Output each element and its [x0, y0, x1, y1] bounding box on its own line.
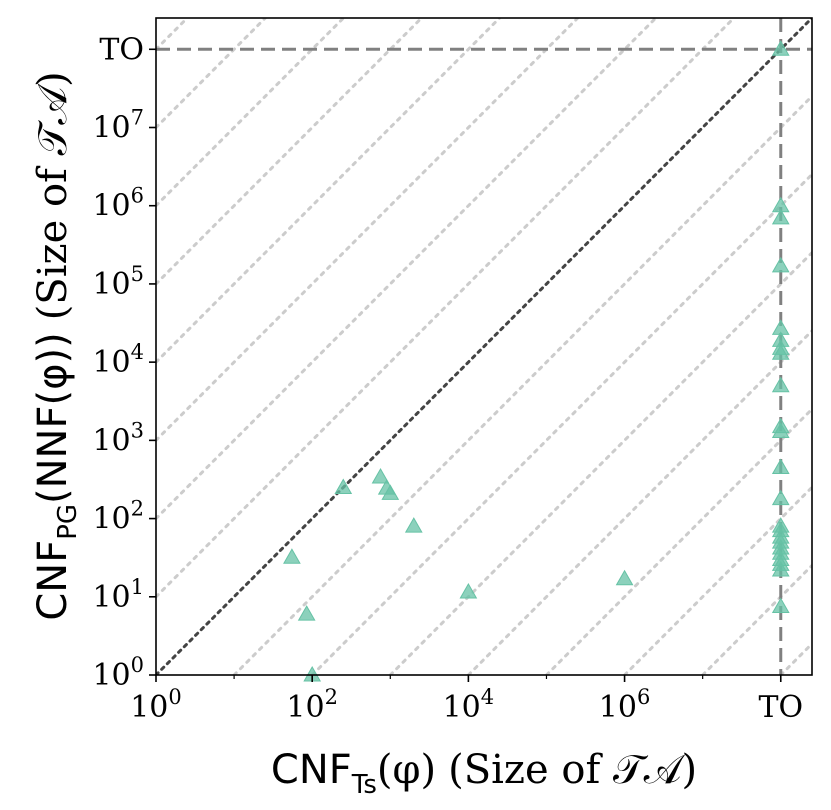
data-point-triangle	[771, 376, 790, 393]
x-axis-title-arg: (φ)	[377, 747, 436, 793]
data-point-triangle	[771, 560, 790, 577]
y-axis-title-main: CNF	[30, 540, 76, 621]
reference-diagonal	[466, 329, 812, 675]
tick-base: 10	[92, 658, 130, 693]
y-tick-label: TO	[99, 32, 144, 67]
tick-exponent: 2	[325, 685, 338, 709]
tick-exponent: 6	[131, 184, 144, 208]
tick-base: 10	[92, 345, 130, 380]
tick-exponent: 0	[168, 685, 181, 709]
x-tick-label: TO	[758, 690, 803, 725]
data-point-triangle	[771, 458, 790, 474]
y-axis-title-arg: (NNF(φ))	[30, 332, 76, 504]
tick-base: 10	[92, 423, 130, 458]
data-point-triangle	[771, 344, 790, 360]
y-axis-title-note: (Size of 𝒯𝒜)	[30, 71, 76, 320]
tick-exponent: 5	[131, 262, 144, 286]
data-point-triangle	[297, 605, 316, 621]
data-point-triangle	[771, 489, 790, 506]
axis-ticks	[149, 48, 782, 682]
reference-diagonal	[779, 642, 812, 675]
reference-diagonal	[156, 18, 189, 51]
tick-base: 10	[130, 690, 168, 725]
reference-diagonal	[156, 18, 736, 599]
reference-diagonal	[623, 485, 812, 675]
tick-base: 10	[443, 690, 481, 725]
data-point-triangle	[771, 597, 790, 614]
data-point-triangle	[771, 256, 790, 273]
y-tick-label: 104	[92, 340, 144, 380]
reference-diagonal	[156, 18, 267, 129]
x-tick-label: 100	[130, 685, 182, 725]
x-axis-title: CNFTs(φ) (Size of 𝒯𝒜)	[271, 747, 697, 800]
x-tick-label: 104	[443, 685, 495, 725]
tick-exponent: 2	[131, 497, 144, 521]
tick-base: 10	[92, 111, 130, 146]
data-point-triangle	[334, 478, 353, 494]
tick-exponent: 4	[481, 685, 494, 709]
tick-exponent: 3	[131, 418, 144, 442]
data-point-triangle	[771, 40, 790, 56]
y-tick-label: 107	[92, 106, 144, 146]
data-point-triangle	[771, 208, 790, 225]
y-tick-label: 105	[92, 262, 144, 302]
x-axis-title-note: (Size of 𝒯𝒜)	[448, 747, 697, 793]
y-axis-title-sub: PG	[53, 504, 83, 540]
identity-diagonal	[156, 18, 812, 675]
y-tick-label: 101	[92, 575, 144, 615]
tick-exponent: 6	[637, 685, 650, 709]
tick-exponent: 1	[131, 575, 144, 599]
data-point-triangle	[459, 583, 478, 599]
y-tick-label: 106	[92, 184, 144, 224]
x-tick-label: 102	[286, 685, 338, 725]
reference-diagonal	[156, 18, 502, 364]
tick-base: 10	[92, 502, 130, 537]
y-tick-label: 103	[92, 418, 144, 458]
x-tick-label: 106	[599, 685, 651, 725]
x-axis-title-main: CNF	[271, 747, 352, 793]
data-point-triangle	[283, 548, 301, 564]
reference-diagonal	[156, 18, 345, 208]
reference-diagonal	[232, 94, 812, 675]
y-tick-label: 100	[92, 653, 144, 693]
reference-diagonal	[310, 172, 812, 675]
y-axis-title: CNFPG(NNF(φ)) (Size of 𝒯𝒜)	[30, 71, 83, 620]
reference-diagonal	[156, 18, 580, 442]
tick-base: 10	[599, 690, 637, 725]
tick-base: 10	[92, 580, 130, 615]
data-points	[283, 40, 790, 682]
data-point-triangle	[771, 422, 790, 438]
y-tick-label: 102	[92, 497, 144, 537]
data-point-triangle	[381, 484, 400, 500]
reference-diagonal	[544, 407, 812, 675]
tick-exponent: 4	[131, 340, 144, 364]
tick-base: 10	[92, 267, 130, 302]
tick-base: 10	[92, 189, 130, 224]
reference-diagonal	[388, 251, 812, 675]
reference-diagonal	[156, 18, 424, 286]
tick-base: 10	[286, 690, 324, 725]
tick-exponent: 7	[131, 106, 144, 130]
plot-frame	[155, 17, 813, 676]
reference-diagonal	[156, 18, 658, 521]
data-point-triangle	[404, 517, 423, 533]
tick-exponent: 0	[131, 653, 144, 677]
data-point-triangle	[371, 467, 390, 484]
reference-diagonal	[701, 564, 812, 675]
data-point-triangle	[615, 569, 634, 586]
reference-diagonals	[156, 18, 812, 675]
x-axis-title-sub: Ts	[351, 770, 377, 800]
